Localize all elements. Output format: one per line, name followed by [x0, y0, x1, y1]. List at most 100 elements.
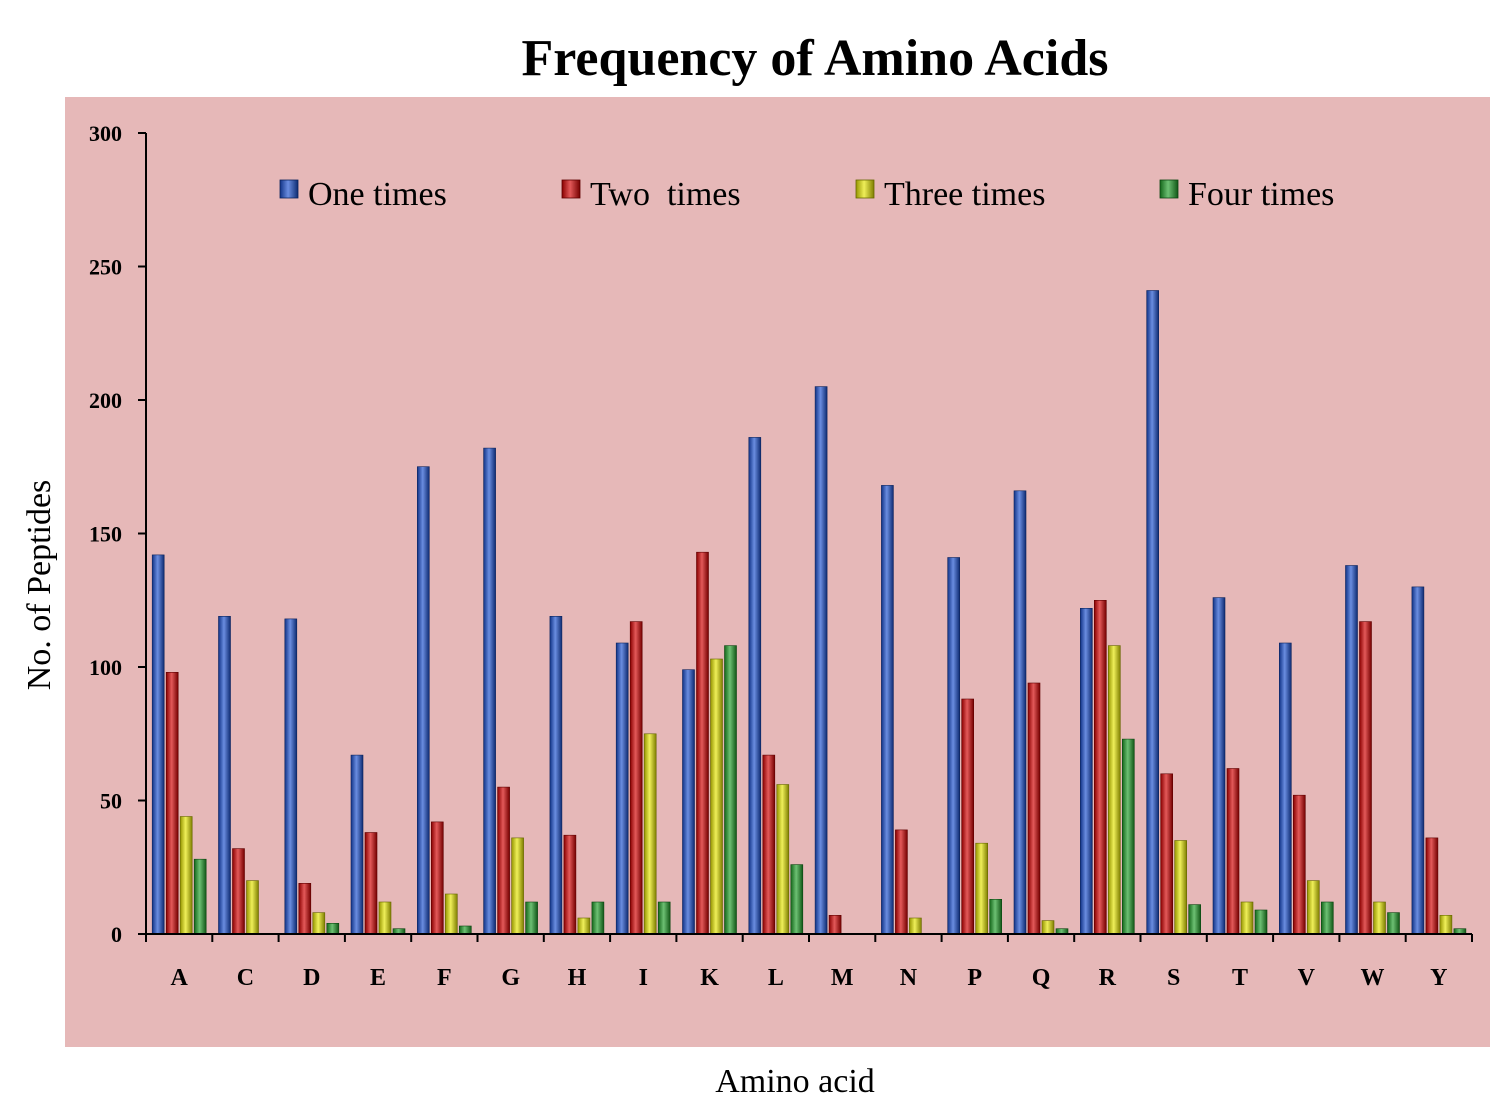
bar-T-series-2: [1226, 768, 1240, 935]
x-tick-label-S: S: [1167, 965, 1180, 991]
bar-T-series-3: [1240, 901, 1254, 935]
legend-label-4: Four times: [1188, 176, 1334, 213]
bar-G-series-4: [525, 901, 538, 935]
bars: [151, 290, 1467, 935]
bar-F-series-4: [458, 925, 472, 935]
bar-N-series-3: [909, 917, 922, 935]
bar-S-series-4: [1188, 904, 1201, 935]
bar-R-series-1: [1080, 607, 1093, 935]
bar-A-series-3: [179, 816, 193, 935]
bar-I-series-3: [643, 733, 657, 935]
legend: One times Two times Three times Four times: [279, 176, 1334, 213]
x-tick-label-D: D: [303, 965, 320, 991]
bar-Y-series-1: [1411, 586, 1425, 935]
bar-A-series-4: [193, 858, 207, 935]
bar-R-series-2: [1094, 599, 1107, 935]
bar-L-series-2: [762, 754, 776, 935]
legend-label-1: One times: [308, 176, 447, 213]
legend-label-3: Three times: [884, 176, 1045, 213]
bar-I-series-2: [629, 621, 643, 935]
bar-M-series-1: [814, 386, 828, 935]
bar-W-series-2: [1359, 621, 1372, 935]
bar-V-series-4: [1321, 901, 1334, 935]
x-tick-label-E: E: [370, 965, 386, 991]
bar-N-series-1: [881, 485, 894, 935]
bar-R-series-3: [1108, 645, 1121, 935]
x-tick-label-N: N: [900, 965, 918, 991]
bar-Y-series-2: [1425, 837, 1439, 935]
y-tick-label: 100: [89, 655, 122, 680]
x-tick-label-Q: Q: [1032, 965, 1051, 991]
bar-H-series-2: [563, 834, 577, 935]
bar-R-series-4: [1122, 738, 1135, 935]
bar-F-series-2: [430, 821, 444, 935]
x-tick-label-P: P: [967, 965, 982, 991]
bar-W-series-4: [1387, 912, 1400, 935]
legend-swatch-3: [855, 179, 875, 199]
bar-V-series-1: [1279, 642, 1292, 935]
bar-S-series-3: [1174, 840, 1187, 935]
bar-H-series-1: [549, 615, 563, 935]
bar-E-series-2: [364, 832, 378, 935]
y-tick-label: 50: [100, 789, 122, 814]
y-axis-label: No. of Peptides: [21, 480, 58, 691]
x-tick-label-C: C: [237, 965, 254, 991]
x-tick-label-T: T: [1232, 965, 1248, 991]
bar-Q-series-2: [1027, 682, 1041, 935]
bar-L-series-3: [776, 784, 790, 935]
bar-A-series-1: [151, 554, 165, 935]
bar-D-series-2: [298, 882, 312, 935]
x-tick-label-K: K: [700, 965, 719, 991]
bar-K-series-3: [710, 658, 723, 935]
bar-P-series-1: [947, 557, 961, 935]
bar-K-series-4: [724, 645, 737, 935]
bar-W-series-3: [1373, 901, 1386, 935]
y-tick-label: 300: [89, 121, 122, 146]
y-tick-label: 0: [111, 922, 122, 947]
legend-swatch-1: [279, 179, 299, 199]
bar-C-series-3: [246, 880, 259, 935]
bar-E-series-1: [350, 754, 364, 935]
bar-I-series-1: [615, 642, 629, 935]
x-axis-label: Amino acid: [715, 1063, 875, 1100]
bar-D-series-1: [284, 618, 298, 935]
bar-H-series-4: [591, 901, 605, 935]
bar-K-series-1: [682, 669, 695, 935]
bar-G-series-1: [483, 447, 496, 935]
bar-C-series-2: [232, 848, 245, 935]
y-tick-label: 200: [89, 388, 122, 413]
bar-T-series-1: [1212, 597, 1226, 935]
bar-A-series-2: [165, 671, 179, 935]
bar-L-series-4: [790, 864, 804, 935]
bar-H-series-3: [577, 917, 591, 935]
bar-S-series-1: [1146, 290, 1159, 935]
y-tick-label: 250: [89, 255, 122, 280]
x-tick-label-V: V: [1298, 965, 1316, 991]
x-tick-label-G: G: [501, 965, 520, 991]
x-tick-label-H: H: [568, 965, 587, 991]
x-tick-label-F: F: [437, 965, 452, 991]
bar-E-series-3: [378, 901, 392, 935]
bar-G-series-2: [497, 786, 510, 935]
bar-L-series-1: [748, 437, 762, 935]
bar-V-series-3: [1307, 880, 1320, 935]
bar-Y-series-3: [1439, 914, 1453, 935]
bar-G-series-3: [511, 837, 524, 935]
bar-Q-series-1: [1013, 490, 1027, 935]
x-tick-label-W: W: [1361, 965, 1385, 991]
y-tick-label: 150: [89, 522, 122, 547]
bar-F-series-1: [416, 466, 430, 935]
bar-W-series-1: [1345, 565, 1358, 935]
axes: 0 50 100 150 200 250 300 A C D E F G H I K L M N P Q R S T V W Y: [89, 121, 1473, 991]
legend-label-2: Two times: [590, 176, 741, 213]
x-tick-label-A: A: [170, 965, 188, 991]
legend-swatch-4: [1159, 179, 1179, 199]
x-tick-label-M: M: [831, 965, 854, 991]
bar-I-series-4: [657, 901, 671, 935]
x-tick-label-L: L: [768, 965, 784, 991]
bar-P-series-3: [975, 842, 989, 935]
x-tick-label-I: I: [639, 965, 648, 991]
bar-F-series-3: [444, 893, 458, 935]
bar-C-series-1: [218, 615, 231, 935]
